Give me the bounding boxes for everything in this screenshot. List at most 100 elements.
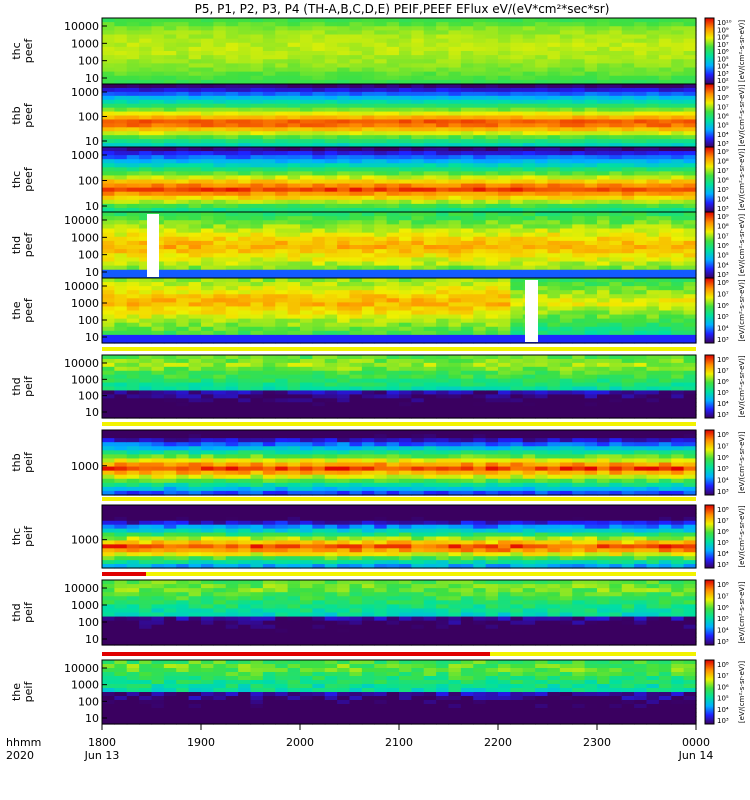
heatmap-cell	[374, 290, 388, 295]
heatmap-cell	[349, 18, 363, 23]
heatmap-cell	[423, 107, 437, 113]
heatmap-cell	[460, 378, 474, 384]
heatmap-cell	[102, 135, 115, 140]
heatmap-cell	[188, 111, 202, 117]
heatmap-cell	[399, 18, 412, 23]
heatmap-cell	[609, 240, 623, 246]
heatmap-cell	[399, 26, 412, 31]
heatmap-cell	[460, 131, 474, 136]
heatmap-cell	[411, 171, 425, 177]
colorbar-tick-label: 10¹⁰	[717, 19, 732, 27]
heatmap-cell	[634, 269, 648, 275]
heatmap-cell	[522, 378, 536, 384]
heatmap-cell	[102, 249, 115, 254]
heatmap-cell	[436, 334, 450, 340]
heatmap-cell	[163, 207, 177, 213]
heatmap-cell	[287, 486, 301, 492]
heatmap-cell	[473, 115, 487, 121]
heatmap-cell	[646, 398, 660, 403]
heatmap-cell	[361, 310, 375, 316]
heatmap-cell	[176, 326, 190, 332]
heatmap-cell	[547, 103, 561, 109]
heatmap-cell	[114, 398, 128, 403]
heatmap-cell	[448, 119, 462, 124]
heatmap-cell	[312, 302, 326, 308]
heatmap-cell	[473, 273, 487, 279]
heatmap-cells	[102, 278, 697, 344]
heatmap-cell	[114, 265, 128, 271]
heatmap-cell	[250, 91, 264, 97]
heatmap-cell	[300, 26, 313, 31]
heatmap-cell	[448, 406, 462, 411]
heatmap-cell	[535, 220, 549, 225]
heatmap-cell	[201, 143, 214, 148]
heatmap-cell	[139, 378, 153, 384]
heatmap-cell	[547, 282, 561, 287]
heatmap-cell	[646, 203, 660, 209]
heatmap-cell	[102, 155, 115, 160]
heatmap-cell	[658, 34, 672, 40]
heatmap-cell	[386, 30, 400, 36]
heatmap-cell	[201, 302, 214, 308]
heatmap-cell	[361, 38, 375, 44]
heatmap-cell	[213, 84, 227, 89]
heatmap-cell	[287, 450, 301, 455]
heatmap-cell	[683, 366, 697, 372]
heatmap-cell	[460, 390, 474, 395]
heatmap-cell	[473, 310, 487, 316]
heatmap-cell	[646, 143, 660, 148]
heatmap-cell	[634, 107, 648, 113]
heatmap-cell	[411, 216, 425, 221]
heatmap-cell	[275, 406, 289, 411]
heatmap-cell	[634, 232, 648, 238]
heatmap-cell	[102, 390, 115, 395]
heatmap-cell	[386, 71, 400, 77]
heatmap-cell	[522, 135, 536, 140]
heatmap-cell	[139, 306, 153, 312]
heatmap-cell	[473, 406, 487, 411]
heatmap-cell	[485, 95, 499, 101]
heatmap-cell	[559, 26, 573, 31]
heatmap-cell	[176, 322, 190, 328]
heatmap-cell	[634, 179, 648, 185]
heatmap-cell	[225, 139, 239, 144]
heatmap-cell	[225, 224, 239, 230]
heatmap-cell	[510, 59, 524, 64]
heatmap-cell	[337, 71, 351, 77]
heatmap-cell	[448, 59, 462, 64]
heatmap-cell	[349, 366, 363, 372]
heatmap-cell	[460, 298, 474, 303]
heatmap-cell	[621, 91, 635, 97]
heatmap-cell	[188, 135, 202, 140]
heatmap-cell	[176, 111, 190, 117]
heatmap-cell	[262, 147, 276, 152]
heatmap-cell	[498, 30, 511, 36]
heatmap-cell	[498, 265, 511, 271]
heatmap-cell	[275, 257, 289, 263]
heatmap-cell	[102, 195, 115, 201]
heatmap-cell	[151, 310, 165, 316]
heatmap-cell	[201, 454, 214, 460]
heatmap-cell	[485, 249, 499, 254]
heatmap-cell	[621, 107, 635, 113]
heatmap-cell	[324, 228, 338, 234]
heatmap-cell	[176, 151, 190, 156]
heatmap-cell	[139, 462, 153, 468]
heatmap-cell	[102, 163, 115, 168]
heatmap-cell	[213, 253, 227, 258]
heatmap-cell	[250, 51, 264, 56]
heatmap-cell	[683, 374, 697, 380]
heatmap-cell	[510, 382, 524, 388]
heatmap-cell	[547, 30, 561, 36]
colorbar-tick-label: 10⁵	[717, 186, 729, 194]
heatmap-cell	[423, 183, 437, 189]
heatmap-cell	[176, 79, 190, 85]
heatmap-cell	[238, 450, 252, 455]
heatmap-cell	[473, 59, 487, 64]
heatmap-cell	[238, 338, 252, 344]
heatmap-cell	[188, 179, 202, 185]
heatmap-cell	[312, 187, 326, 193]
heatmap-cell	[634, 338, 648, 344]
heatmap-cell	[374, 139, 388, 144]
heatmap-cell	[671, 207, 685, 213]
